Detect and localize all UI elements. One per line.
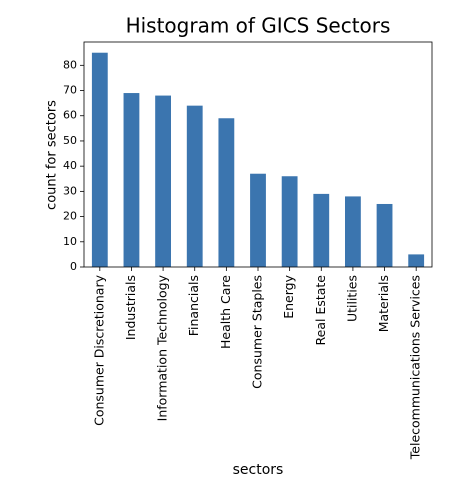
- bar: [123, 93, 140, 268]
- x-tick-label: Real Estate: [313, 275, 328, 346]
- bar: [313, 193, 330, 267]
- y-tick-label: 70: [63, 84, 77, 97]
- x-tick-label: Consumer Staples: [250, 275, 265, 389]
- bar: [345, 196, 361, 267]
- x-tick-label: Utilities: [344, 275, 359, 322]
- bar: [91, 52, 108, 267]
- y-tick-label: 80: [63, 58, 77, 71]
- y-axis-label: count for sectors: [45, 100, 60, 210]
- bar: [281, 176, 298, 267]
- x-tick-label: Information Technology: [155, 274, 170, 421]
- x-tick-label: Health Care: [218, 275, 233, 349]
- x-tick-label: Consumer Discretionary: [91, 274, 106, 425]
- x-tick-label: Industrials: [123, 275, 138, 340]
- x-axis-label: sectors: [233, 462, 284, 478]
- bar: [218, 118, 235, 268]
- y-tick-label: 60: [63, 109, 77, 122]
- bar: [186, 105, 203, 268]
- axes-frame: [83, 41, 433, 268]
- chart-title: Histogram of GICS Sectors: [126, 14, 391, 38]
- y-tick-label: 40: [63, 159, 77, 172]
- y-tick-label: 0: [70, 260, 77, 273]
- y-tick-label: 10: [63, 235, 77, 248]
- bar: [250, 173, 266, 267]
- x-tick-label: Telecommunications Services: [408, 275, 423, 460]
- bar: [155, 95, 171, 267]
- x-tick-label: Energy: [281, 274, 296, 318]
- x-tick-label: Materials: [376, 275, 391, 332]
- y-tick-label: 50: [63, 134, 77, 147]
- plot-area: 0 10 20 30 40 50 60 70 80 Consumer Discretionary I…: [63, 52, 425, 460]
- y-tick-label: 20: [63, 210, 77, 223]
- x-tick-label: Financials: [186, 275, 201, 336]
- bar: [408, 254, 425, 267]
- bar: [376, 203, 393, 267]
- y-tick-label: 30: [63, 184, 77, 197]
